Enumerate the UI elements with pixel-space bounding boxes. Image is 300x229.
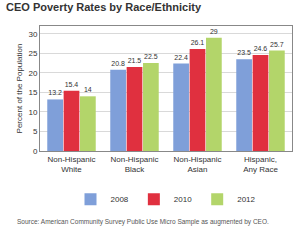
svg-text:21.5: 21.5: [128, 57, 142, 64]
svg-text:0: 0: [33, 147, 38, 156]
svg-text:23.5: 23.5: [237, 49, 251, 56]
svg-text:30: 30: [28, 30, 37, 39]
svg-text:CEO Poverty Rates by Race/Ethn: CEO Poverty Rates by Race/Ethnicity: [6, 1, 202, 13]
svg-text:Source: American Community Sur: Source: American Community Survey Public…: [17, 218, 269, 226]
svg-text:Non-HispanicWhite: Non-HispanicWhite: [47, 155, 95, 174]
svg-text:Hispanic,Any Race: Hispanic,Any Race: [243, 155, 278, 174]
svg-text:5: 5: [33, 127, 38, 136]
svg-text:22.4: 22.4: [174, 54, 188, 61]
svg-text:2008: 2008: [111, 195, 129, 204]
svg-text:13.2: 13.2: [48, 89, 62, 96]
svg-text:15.4: 15.4: [65, 81, 79, 88]
svg-text:20.8: 20.8: [111, 60, 125, 67]
svg-text:2010: 2010: [174, 195, 192, 204]
svg-text:20: 20: [28, 69, 37, 78]
svg-text:24.6: 24.6: [254, 45, 268, 52]
svg-text:29: 29: [210, 28, 218, 35]
svg-text:Percent of the Population: Percent of the Population: [15, 44, 24, 134]
svg-text:22.5: 22.5: [144, 53, 158, 60]
svg-text:25.7: 25.7: [270, 41, 284, 48]
svg-text:Non-HispanicBlack: Non-HispanicBlack: [110, 155, 158, 174]
svg-text:2012: 2012: [237, 195, 255, 204]
svg-text:26.1: 26.1: [191, 39, 205, 46]
svg-text:10: 10: [28, 108, 37, 117]
svg-text:15: 15: [28, 88, 37, 97]
svg-text:Non-HispanicAsian: Non-HispanicAsian: [173, 155, 221, 174]
svg-text:14: 14: [84, 86, 92, 93]
svg-text:25: 25: [28, 49, 37, 58]
